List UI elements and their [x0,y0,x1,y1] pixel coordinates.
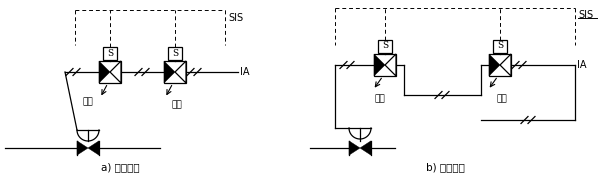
Text: S: S [107,49,113,58]
Polygon shape [374,54,385,76]
Text: 排气: 排气 [172,100,182,109]
Polygon shape [175,61,186,83]
Text: S: S [382,42,388,51]
Bar [168,46,182,59]
Text: IA: IA [240,67,250,77]
Polygon shape [164,61,175,83]
Polygon shape [500,54,511,76]
Text: S: S [172,49,178,58]
Bar [489,54,511,76]
Bar [493,39,507,52]
Text: a) 并联配置: a) 并联配置 [101,162,139,172]
Text: 排气: 排气 [497,94,508,103]
Polygon shape [489,54,500,76]
Bar [378,39,392,52]
Text: SIS: SIS [228,13,243,23]
Text: 排气: 排气 [83,97,94,106]
Polygon shape [99,61,110,83]
Bar [103,46,117,59]
Polygon shape [110,61,121,83]
Bar [374,54,396,76]
Text: SIS: SIS [578,10,593,20]
Bar [164,61,186,83]
Text: IA: IA [577,60,587,70]
Text: S: S [497,42,503,51]
Polygon shape [360,141,371,155]
Text: 排气: 排气 [374,94,385,103]
Bar [99,61,121,83]
Polygon shape [88,141,99,155]
Polygon shape [77,141,88,155]
Text: b) 串联配置: b) 串联配置 [425,162,464,172]
Polygon shape [349,141,360,155]
Polygon shape [385,54,396,76]
